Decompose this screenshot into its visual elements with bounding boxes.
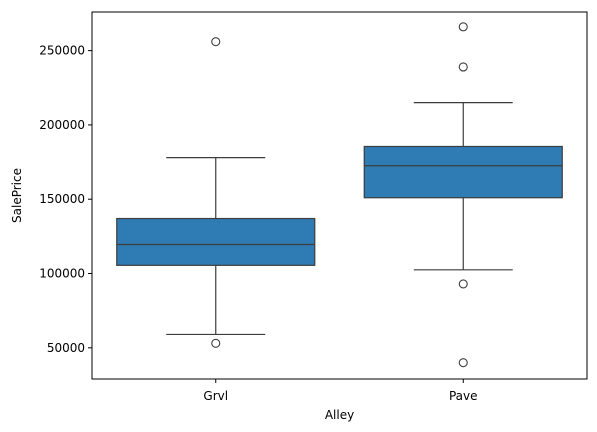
x-tick-label: Pave xyxy=(449,389,478,403)
y-tick-label: 200000 xyxy=(39,118,85,132)
outlier-point xyxy=(458,358,468,368)
box-pave xyxy=(363,22,563,368)
y-axis: 50000 100000 150000 200000 250000 xyxy=(39,44,92,355)
plot-frame xyxy=(91,11,588,380)
x-tick-label: Grvl xyxy=(203,389,228,403)
y-axis-label: SalePrice xyxy=(10,168,24,223)
y-tick-label: 50000 xyxy=(47,341,85,355)
iqr-box xyxy=(363,145,563,199)
outlier-point xyxy=(458,62,468,72)
box-grvl xyxy=(116,37,316,348)
outlier-point xyxy=(211,338,221,348)
x-axis: Grvl Pave xyxy=(203,379,478,403)
outlier-point xyxy=(458,279,468,289)
y-tick-label: 100000 xyxy=(39,267,85,281)
outlier-point xyxy=(211,37,221,47)
outlier-point xyxy=(458,22,468,32)
plot-area xyxy=(116,22,563,368)
x-axis-label: Alley xyxy=(325,408,354,422)
y-tick-label: 250000 xyxy=(39,44,85,58)
iqr-box xyxy=(116,217,316,266)
y-tick-label: 150000 xyxy=(39,192,85,206)
